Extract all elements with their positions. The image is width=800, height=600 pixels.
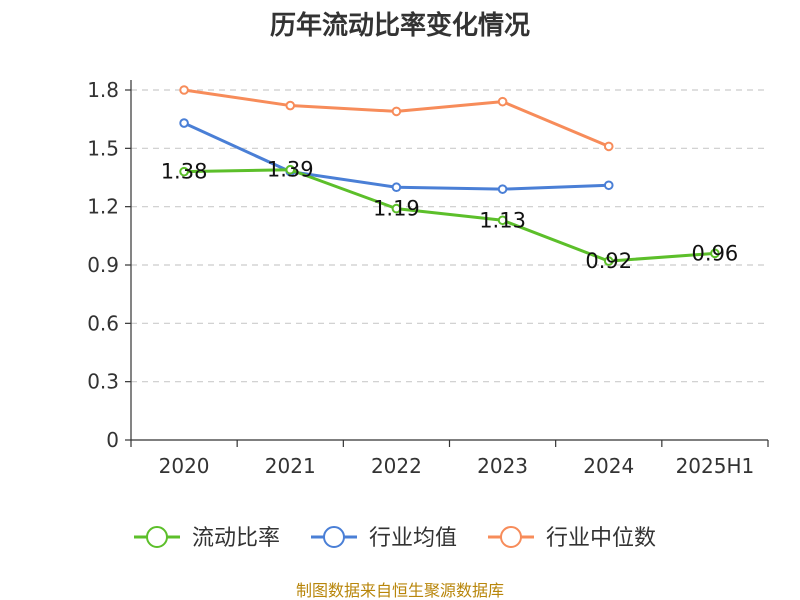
series-line <box>183 121 609 191</box>
x-tick-label: 2025H1 <box>676 454 755 478</box>
data-point <box>179 118 189 128</box>
data-label: 1.38 <box>161 160 208 184</box>
legend-marker <box>146 526 168 548</box>
data-point <box>391 182 402 193</box>
series-line <box>184 168 716 263</box>
data-point <box>603 180 614 191</box>
axes: 0 0.3 0.6 0.9 1.2 1.5 1.8 2020 2021 2022 2023 2024 2… <box>87 78 769 478</box>
data-point <box>497 215 508 226</box>
data-point <box>603 141 614 152</box>
y-tick-label: 0.6 <box>87 311 119 335</box>
y-tick-label: 1.5 <box>87 136 119 160</box>
x-tick-label: 2020 <box>159 454 210 478</box>
data-point <box>179 166 189 177</box>
legend: 流动比率 行业均值 行业中位数 <box>134 526 656 551</box>
data-point <box>179 85 189 95</box>
legend-marker <box>323 526 345 548</box>
y-tick-label: 1.2 <box>87 195 119 219</box>
data-point <box>391 106 402 117</box>
data-point <box>497 96 508 107</box>
series-layer <box>179 85 720 266</box>
legend-marker <box>500 526 522 548</box>
y-tick-label: 0.3 <box>87 370 119 394</box>
data-label: 0.96 <box>692 241 739 265</box>
x-tick-label: 2023 <box>477 454 528 478</box>
y-tick-label: 1.8 <box>87 78 119 102</box>
legend-entry: 流动比率 <box>192 526 280 551</box>
x-tick-label: 2021 <box>265 454 316 478</box>
data-point <box>710 248 720 259</box>
data-point <box>603 256 614 266</box>
y-tick-label: 0 <box>106 428 119 452</box>
legend-entry: 行业均值 <box>369 526 457 551</box>
grid <box>131 89 768 383</box>
data-point <box>285 100 296 111</box>
chart-title: 历年流动比率变化情况 <box>270 10 530 41</box>
x-tick-label: 2024 <box>583 454 634 478</box>
data-label: 0.92 <box>585 249 632 273</box>
data-point <box>285 164 296 175</box>
legend-entry: 行业中位数 <box>546 526 656 551</box>
data-labels: 1.38 1.39 1.19 1.13 0.92 0.96 <box>161 158 739 273</box>
data-label: 1.19 <box>373 197 420 221</box>
data-label: 1.39 <box>267 158 314 182</box>
series-line <box>183 88 610 148</box>
x-tick-label: 2022 <box>371 454 422 478</box>
data-label: 1.13 <box>479 208 526 232</box>
source-note: 制图数据来自恒生聚源数据库 <box>296 581 504 600</box>
data-point <box>391 203 402 214</box>
y-tick-label: 0.9 <box>87 253 119 277</box>
data-point <box>497 184 508 194</box>
